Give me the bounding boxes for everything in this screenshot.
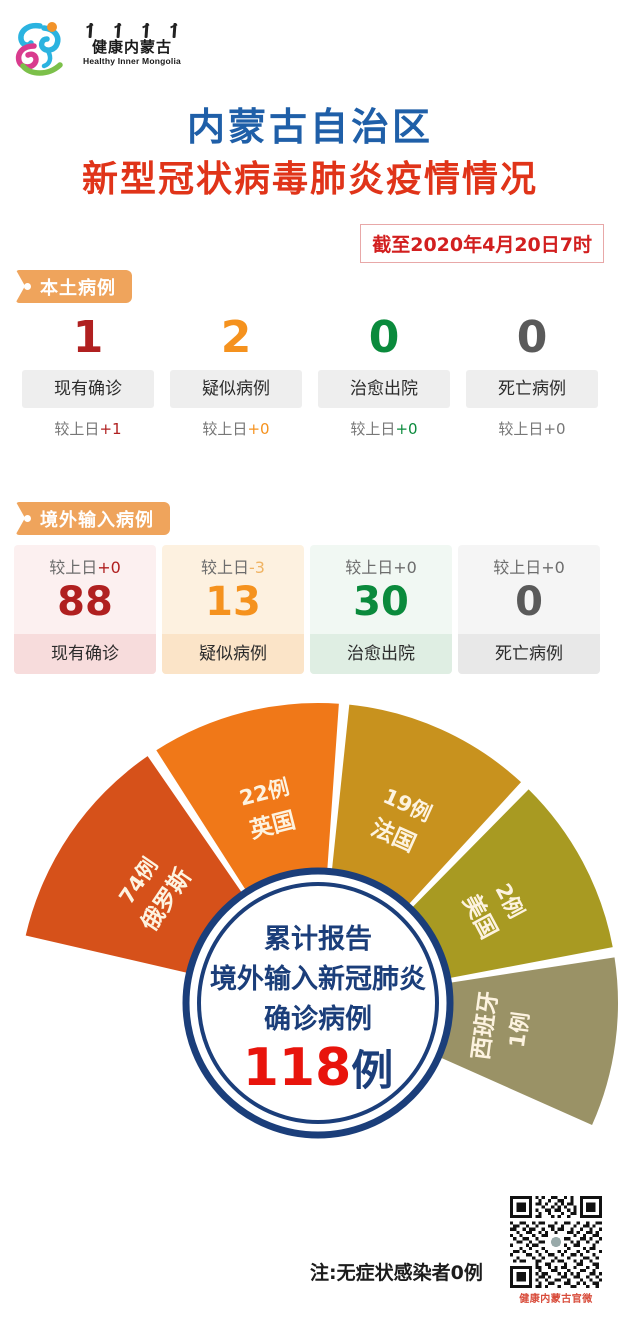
local-stats-row: 1 现有确诊 较上日+1 2 疑似病例 较上日+0 0 治愈出院 较上日+0 0… — [14, 312, 606, 439]
imported-stat-value: 30 — [353, 579, 409, 625]
imported-stat-delta: 较上日-3 — [162, 545, 304, 578]
page-subtitle: 新型冠状病毒肺炎疫情情况 — [81, 159, 538, 200]
imported-stat-card: 较上日+0 88 现有确诊 — [14, 545, 156, 674]
footnote: 注:无症状感染者0例 — [310, 1262, 483, 1284]
imported-stat-label: 死亡病例 — [458, 634, 600, 674]
chart-segment-4 — [400, 789, 613, 982]
qr-code-icon[interactable] — [510, 1196, 602, 1288]
date-banner: 截至2020年4月20日7时 — [360, 224, 604, 263]
chart-segment-1 — [25, 756, 251, 977]
section-tag-local: 本土病例 — [16, 270, 132, 303]
local-delta-prefix: 较上日 — [498, 420, 544, 438]
imported-stat-delta: 较上日+0 — [310, 545, 452, 578]
page-title: 内蒙古自治区 — [186, 105, 433, 149]
section-tag-local-label: 本土病例 — [40, 277, 116, 299]
section-tag-imported-label: 境外输入病例 — [40, 509, 154, 531]
local-delta-value: +1 — [99, 420, 122, 438]
local-stat-value: 2 — [220, 312, 252, 363]
local-stat-delta: 较上日+0 — [310, 418, 458, 439]
logo-chinese-name: 健康内蒙古 — [91, 38, 172, 56]
local-stat-cell: 0 死亡病例 较上日+0 — [458, 312, 606, 439]
imported-stat-value: 88 — [57, 579, 113, 625]
local-stat-value: 0 — [516, 312, 548, 363]
imported-stat-card: 较上日-3 13 疑似病例 — [162, 545, 304, 674]
local-delta-prefix: 较上日 — [202, 420, 248, 438]
local-stat-value: 1 — [72, 312, 104, 363]
center-line-2: 境外输入新冠肺炎 — [210, 963, 426, 995]
logo-english-name: Healthy Inner Mongolia — [83, 56, 181, 66]
chart-segment-value-5: 1例 — [505, 1011, 534, 1049]
imported-cases-by-country-chart: 俄罗斯 74例 英国 22例 法国 19例 美国 2例 西班牙 1例 累计报告 境外输入新冠肺炎 … — [0, 700, 620, 1220]
imported-stat-card: 较上日+0 0 死亡病例 — [458, 545, 600, 674]
healthy-inner-mongolia-logo-icon — [15, 22, 63, 76]
imported-stats-row: 较上日+0 88 现有确诊 较上日-3 13 疑似病例 较上日+0 30 治愈出… — [14, 545, 606, 674]
local-delta-value: +0 — [395, 420, 418, 438]
center-line-1: 累计报告 — [264, 924, 372, 955]
chart-segment-2 — [156, 703, 339, 904]
center-line-3: 确诊病例 — [264, 1003, 372, 1035]
imported-delta-prefix: 较上日 — [49, 558, 98, 577]
local-stat-label: 疑似病例 — [170, 370, 302, 408]
imported-delta-value: +0 — [393, 558, 417, 577]
center-total-value: 118 — [243, 1038, 352, 1098]
local-stat-delta: 较上日+0 — [458, 418, 606, 439]
local-stat-label: 现有确诊 — [22, 370, 154, 408]
mongolian-script-icon — [76, 20, 188, 38]
brand-logo: 健康内蒙古 Healthy Inner Mongolia — [10, 16, 190, 86]
imported-delta-prefix: 较上日 — [345, 558, 394, 577]
local-stat-cell: 2 疑似病例 较上日+0 — [162, 312, 310, 439]
imported-delta-value: -3 — [249, 558, 265, 577]
local-stat-value: 0 — [368, 312, 400, 363]
local-stat-delta: 较上日+0 — [162, 418, 310, 439]
chart-segment-5 — [425, 957, 618, 1126]
imported-delta-value: +0 — [97, 558, 121, 577]
local-stat-cell: 1 现有确诊 较上日+1 — [14, 312, 162, 439]
chart-segment-3 — [330, 704, 522, 917]
imported-stat-delta: 较上日+0 — [458, 545, 600, 578]
imported-stat-label: 现有确诊 — [14, 634, 156, 674]
local-delta-prefix: 较上日 — [350, 420, 396, 438]
local-delta-prefix: 较上日 — [54, 420, 100, 438]
imported-stat-value: 13 — [205, 579, 261, 625]
local-stat-delta: 较上日+1 — [14, 418, 162, 439]
imported-stat-value: 0 — [515, 579, 543, 625]
imported-stat-label: 治愈出院 — [310, 634, 452, 674]
local-stat-cell: 0 治愈出院 较上日+0 — [310, 312, 458, 439]
center-total-unit: 例 — [351, 1046, 393, 1095]
imported-stat-card: 较上日+0 30 治愈出院 — [310, 545, 452, 674]
local-stat-label: 死亡病例 — [466, 370, 598, 408]
imported-stat-delta: 较上日+0 — [14, 545, 156, 578]
local-delta-value: +0 — [543, 420, 566, 438]
section-tag-imported: 境外输入病例 — [16, 502, 170, 535]
chart-center: 累计报告 境外输入新冠肺炎 确诊病例 118例 — [182, 867, 454, 1139]
imported-stat-label: 疑似病例 — [162, 634, 304, 674]
imported-delta-prefix: 较上日 — [201, 558, 250, 577]
local-delta-value: +0 — [247, 420, 270, 438]
local-stat-label: 治愈出院 — [318, 370, 450, 408]
imported-delta-value: +0 — [541, 558, 565, 577]
center-total-group: 118例 — [243, 1038, 394, 1098]
imported-delta-prefix: 较上日 — [493, 558, 542, 577]
qr-caption: 健康内蒙古官微 — [519, 1294, 593, 1305]
qr-code-block[interactable]: 健康内蒙古官微 — [510, 1196, 602, 1305]
